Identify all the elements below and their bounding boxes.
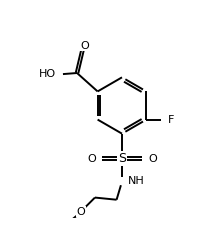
Text: HO: HO (39, 69, 56, 79)
Text: S: S (118, 152, 126, 165)
Text: O: O (80, 41, 89, 50)
Text: O: O (87, 154, 96, 164)
Text: O: O (77, 207, 85, 217)
Text: O: O (148, 154, 157, 164)
Text: NH: NH (127, 176, 144, 186)
Text: F: F (168, 114, 174, 125)
